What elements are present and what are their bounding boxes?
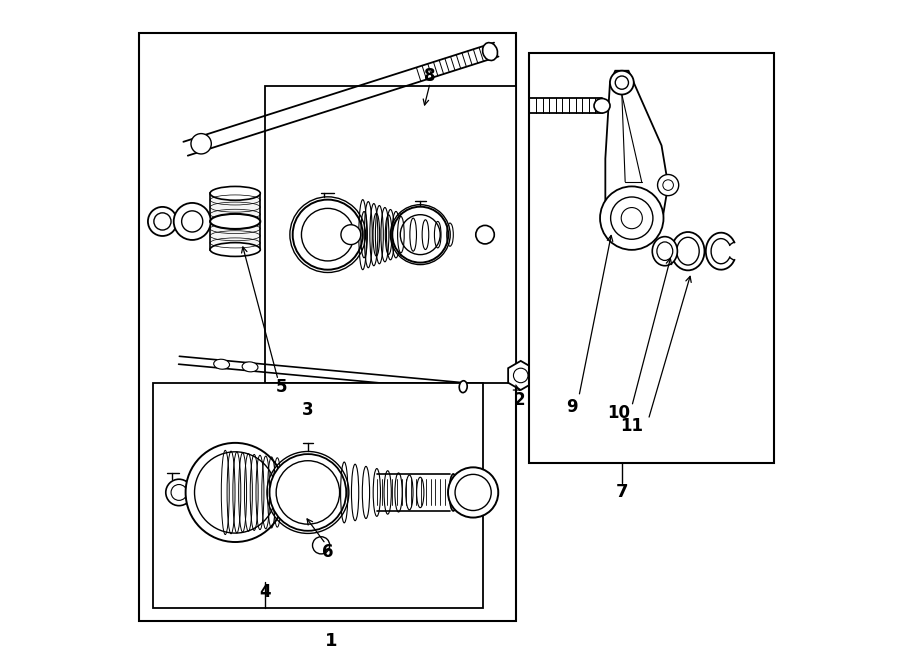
Text: 9: 9 [566,397,578,416]
Circle shape [455,475,491,510]
Circle shape [312,537,329,554]
Ellipse shape [671,232,705,270]
Circle shape [276,461,339,524]
Text: 10: 10 [608,404,630,422]
Text: 5: 5 [275,377,287,396]
Circle shape [191,134,211,154]
Bar [529,53,774,463]
Text: 6: 6 [322,543,334,561]
Polygon shape [606,71,668,248]
Circle shape [392,207,448,262]
Ellipse shape [449,474,457,511]
Circle shape [174,203,211,240]
Ellipse shape [459,381,467,393]
Text: 7: 7 [616,483,628,502]
Polygon shape [210,193,260,249]
Ellipse shape [210,243,260,256]
Circle shape [600,186,663,250]
Circle shape [269,454,346,531]
Text: 4: 4 [259,582,271,601]
Circle shape [662,180,673,190]
Circle shape [341,225,361,245]
Circle shape [514,368,528,383]
Text: 2: 2 [514,391,526,409]
Circle shape [148,207,177,236]
Circle shape [171,485,187,500]
Circle shape [166,479,193,506]
Circle shape [292,200,363,270]
Circle shape [400,215,440,254]
Ellipse shape [482,42,498,61]
Ellipse shape [657,242,673,260]
Circle shape [154,213,171,230]
Text: 1: 1 [325,632,338,650]
Bar [153,383,483,608]
Circle shape [194,452,275,533]
Circle shape [476,225,494,244]
Circle shape [621,208,643,229]
Circle shape [616,76,628,89]
Circle shape [182,211,202,232]
Ellipse shape [210,186,260,200]
Bar [140,33,516,621]
Circle shape [610,71,634,95]
Polygon shape [508,361,534,390]
Ellipse shape [210,214,260,229]
Ellipse shape [677,237,699,265]
Circle shape [448,467,499,518]
Ellipse shape [213,359,230,369]
Ellipse shape [594,98,610,113]
Bar [265,86,516,383]
Ellipse shape [242,362,258,372]
Text: 11: 11 [620,417,643,436]
Circle shape [302,208,354,261]
Text: 8: 8 [425,67,436,85]
Circle shape [658,175,679,196]
Ellipse shape [652,237,678,266]
Text: 3: 3 [302,401,314,419]
Circle shape [185,443,284,542]
Circle shape [610,197,652,239]
